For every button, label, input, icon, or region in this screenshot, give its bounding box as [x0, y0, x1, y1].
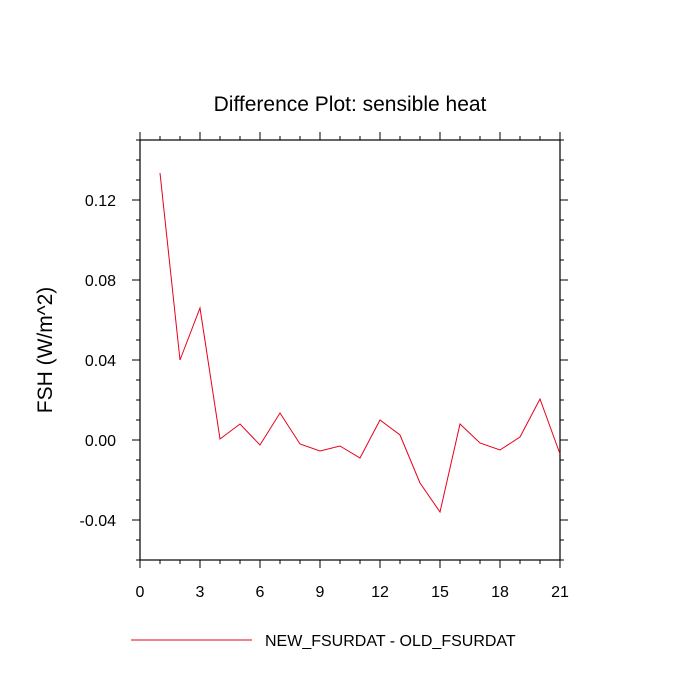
x-tick-label: 18	[491, 584, 509, 601]
y-axis-label: FSH (W/m^2)	[34, 287, 57, 414]
series-line	[159, 172, 561, 514]
y-tick-label: -0.04	[80, 513, 117, 530]
legend: NEW_FSURDAT - OLD_FSURDAT	[131, 633, 516, 650]
y-tick-label: 0.04	[85, 353, 116, 370]
y-tick-label: 0.00	[85, 433, 116, 450]
y-tick-label: 0.08	[85, 273, 116, 290]
y-tick-label: 0.12	[85, 193, 116, 210]
x-tick-label: 12	[371, 584, 389, 601]
x-tick-label: 0	[136, 584, 145, 601]
plot-area: 0 3 6 9 12 15 18 21 -0.04 0.00 0.04 0.08 0.12	[80, 132, 569, 601]
chart-title: Difference Plot: sensible heat	[214, 93, 487, 116]
x-tick-label: 3	[196, 584, 205, 601]
x-tick-label: 21	[551, 584, 569, 601]
plot-frame	[139, 139, 561, 561]
x-tick-label: 9	[316, 584, 325, 601]
x-tick-label: 15	[431, 584, 449, 601]
legend-label: NEW_FSURDAT - OLD_FSURDAT	[265, 633, 516, 650]
x-tick-label: 6	[256, 584, 265, 601]
